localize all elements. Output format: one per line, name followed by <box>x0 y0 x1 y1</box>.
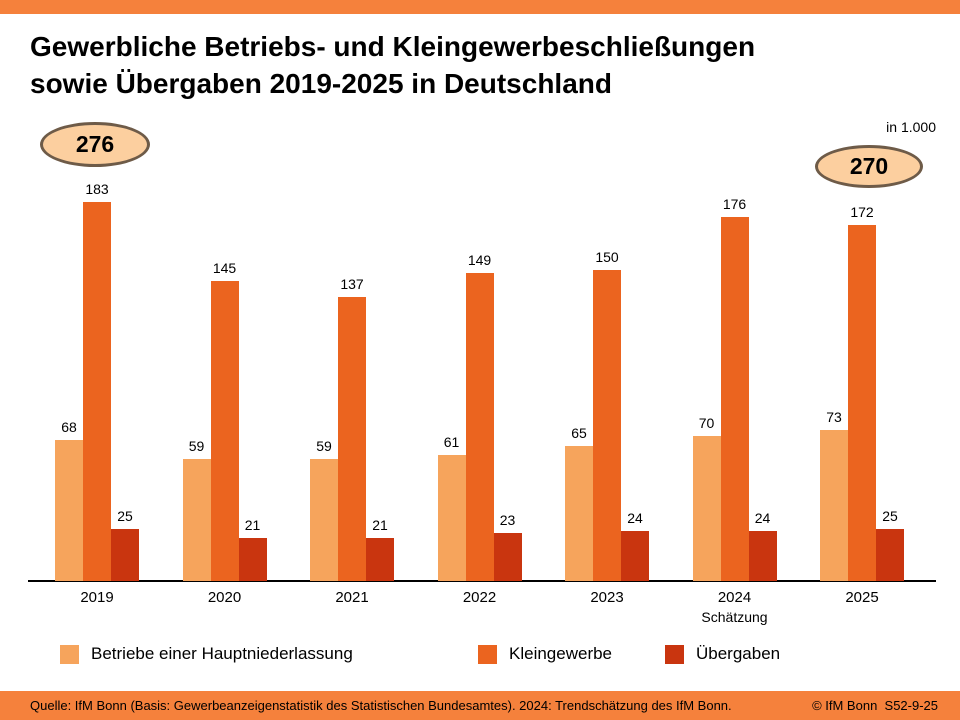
bar-value-2021-betriebe-einer-hauptniederlassung: 59 <box>316 438 332 454</box>
bar-2024-betriebe-einer-hauptniederlassung <box>692 436 721 581</box>
bar-2023-kleingewerbe <box>593 270 621 581</box>
x-axis-label-2024: 2024 <box>717 589 752 606</box>
unit-label: in 1.000 <box>886 119 936 135</box>
bar-2022-bergaben <box>493 533 522 581</box>
legend-item-hauptniederlassung: Betriebe einer Hauptniederlassung <box>60 644 353 664</box>
bar-2025-bergaben <box>876 529 904 581</box>
bar-2020-betriebe-einer-hauptniederlassung <box>182 459 211 581</box>
legend-label-uebergaben: Übergaben <box>696 644 781 663</box>
header-stripe <box>0 0 960 14</box>
bar-value-2023-bergaben: 24 <box>627 510 643 526</box>
x-axis-label-2025: 2025 <box>845 589 879 606</box>
legend-label-kleingewerbe: Kleingewerbe <box>509 644 613 663</box>
bar-value-2025-bergaben: 25 <box>882 508 898 524</box>
page-title-line1: Gewerbliche Betriebs- und Kleingewerbesc… <box>30 31 756 62</box>
bar-2019-bergaben <box>111 529 139 581</box>
bar-value-2020-bergaben: 21 <box>244 517 261 533</box>
bar-value-2019-bergaben: 25 <box>117 508 133 524</box>
bar-2019-kleingewerbe <box>83 202 111 581</box>
legend-label-hauptniederlassung: Betriebe einer Hauptniederlassung <box>91 644 353 663</box>
x-axis-label-2021: 2021 <box>335 589 369 606</box>
bar-value-2025-kleingewerbe: 172 <box>850 204 874 220</box>
x-axis-label-2020: 2020 <box>207 589 242 606</box>
bar-2021-betriebe-einer-hauptniederlassung <box>310 459 338 581</box>
page-title: Gewerbliche Betriebs- und Kleingewerbesc… <box>30 28 930 102</box>
bar-2020-bergaben <box>238 538 267 581</box>
bar-2023-bergaben <box>621 531 649 581</box>
legend-swatch-uebergaben-icon <box>665 644 684 664</box>
bar-2023-betriebe-einer-hauptniederlassung <box>565 446 593 581</box>
bar-value-2020-betriebe-einer-hauptniederlassung: 59 <box>188 438 205 454</box>
bar-2021-kleingewerbe <box>338 297 366 581</box>
chart-legend: Betriebe einer Hauptniederlassung Kleing… <box>0 644 960 670</box>
x-axis-label-2022: 2022 <box>462 589 497 606</box>
bar-value-2024-bergaben: 24 <box>754 510 771 526</box>
legend-item-kleingewerbe: Kleingewerbe <box>478 644 612 664</box>
bar-2022-kleingewerbe <box>465 273 494 581</box>
legend-swatch-kleingewerbe-icon <box>478 644 497 664</box>
bar-value-2023-betriebe-einer-hauptniederlassung: 65 <box>571 425 587 441</box>
bar-value-2022-betriebe-einer-hauptniederlassung: 61 <box>443 434 460 450</box>
bar-value-2019-betriebe-einer-hauptniederlassung: 68 <box>61 419 77 435</box>
bar-value-2021-kleingewerbe: 137 <box>340 276 364 292</box>
bar-value-2022-bergaben: 23 <box>499 512 516 528</box>
bar-value-2024-betriebe-einer-hauptniederlassung: 70 <box>698 415 715 431</box>
x-axis-line <box>28 580 936 582</box>
x-axis-label-2019: 2019 <box>80 589 114 606</box>
bar-2025-betriebe-einer-hauptniederlassung <box>820 430 848 581</box>
legend-swatch-hauptniederlassung-icon <box>60 644 79 664</box>
bar-value-2023-kleingewerbe: 150 <box>595 249 619 265</box>
bar-2024-bergaben <box>748 531 777 581</box>
x-axis-sublabel-2024: Schätzung <box>701 609 768 625</box>
bar-2022-betriebe-einer-hauptniederlassung <box>437 455 466 581</box>
bar-value-2020-kleingewerbe: 145 <box>212 260 237 276</box>
bar-value-2024-kleingewerbe: 176 <box>722 196 747 212</box>
bar-value-2022-kleingewerbe: 149 <box>467 252 492 268</box>
bar-value-2021-bergaben: 21 <box>372 517 388 533</box>
footer-copyright-text: © IfM Bonn S52-9-25 <box>812 698 938 713</box>
bar-value-2019-kleingewerbe: 183 <box>85 181 109 197</box>
bar-2021-bergaben <box>366 538 394 581</box>
bar-value-2025-betriebe-einer-hauptniederlassung: 73 <box>826 409 842 425</box>
bar-2019-betriebe-einer-hauptniederlassung <box>55 440 83 581</box>
badge-total-2019: 276 <box>40 122 150 167</box>
badge-total-2025: 270 <box>815 145 923 188</box>
bar-2025-kleingewerbe <box>848 225 876 581</box>
legend-item-uebergaben: Übergaben <box>665 644 780 664</box>
footer-stripe <box>0 691 960 720</box>
x-axis-label-2023: 2023 <box>590 589 624 606</box>
page-title-line2: sowie Übergaben 2019-2025 in Deutschland <box>30 68 612 99</box>
bar-2020-kleingewerbe <box>210 281 239 581</box>
footer-source-text: Quelle: IfM Bonn (Basis: Gewerbeanzeigen… <box>30 698 732 713</box>
bar-2024-kleingewerbe <box>720 217 749 581</box>
